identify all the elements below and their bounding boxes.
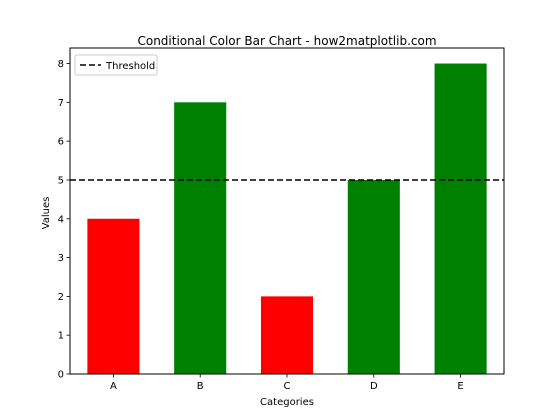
y-tick-label-0: 0 <box>58 370 64 381</box>
legend-threshold-label: Threshold <box>105 61 155 72</box>
y-tick-label-2: 2 <box>58 292 64 303</box>
x-axis-label: Categories <box>260 397 314 408</box>
x-tick-label-A: A <box>110 381 117 392</box>
x-tick-label-D: D <box>370 381 378 392</box>
legend: Threshold <box>74 54 158 76</box>
y-tick-label-8: 8 <box>58 59 64 70</box>
y-tick-label-6: 6 <box>58 137 64 148</box>
chart-title: Conditional Color Bar Chart - how2matplo… <box>137 34 436 48</box>
y-tick-label-3: 3 <box>58 253 64 264</box>
y-axis-label: Values <box>41 197 52 230</box>
legend-box <box>74 54 158 76</box>
y-tick-label-5: 5 <box>58 175 64 186</box>
bar-B <box>174 102 227 374</box>
y-tick-label-1: 1 <box>58 331 64 342</box>
x-tick-label-C: C <box>284 381 291 392</box>
bar-C <box>260 296 314 374</box>
bar-A <box>87 218 140 374</box>
y-tick-label-7: 7 <box>58 98 64 109</box>
bar-D <box>347 179 400 374</box>
y-tick-label-4: 4 <box>58 214 64 225</box>
bar-E <box>434 63 487 375</box>
x-tick-label-E: E <box>457 381 463 392</box>
x-tick-label-B: B <box>197 381 204 392</box>
